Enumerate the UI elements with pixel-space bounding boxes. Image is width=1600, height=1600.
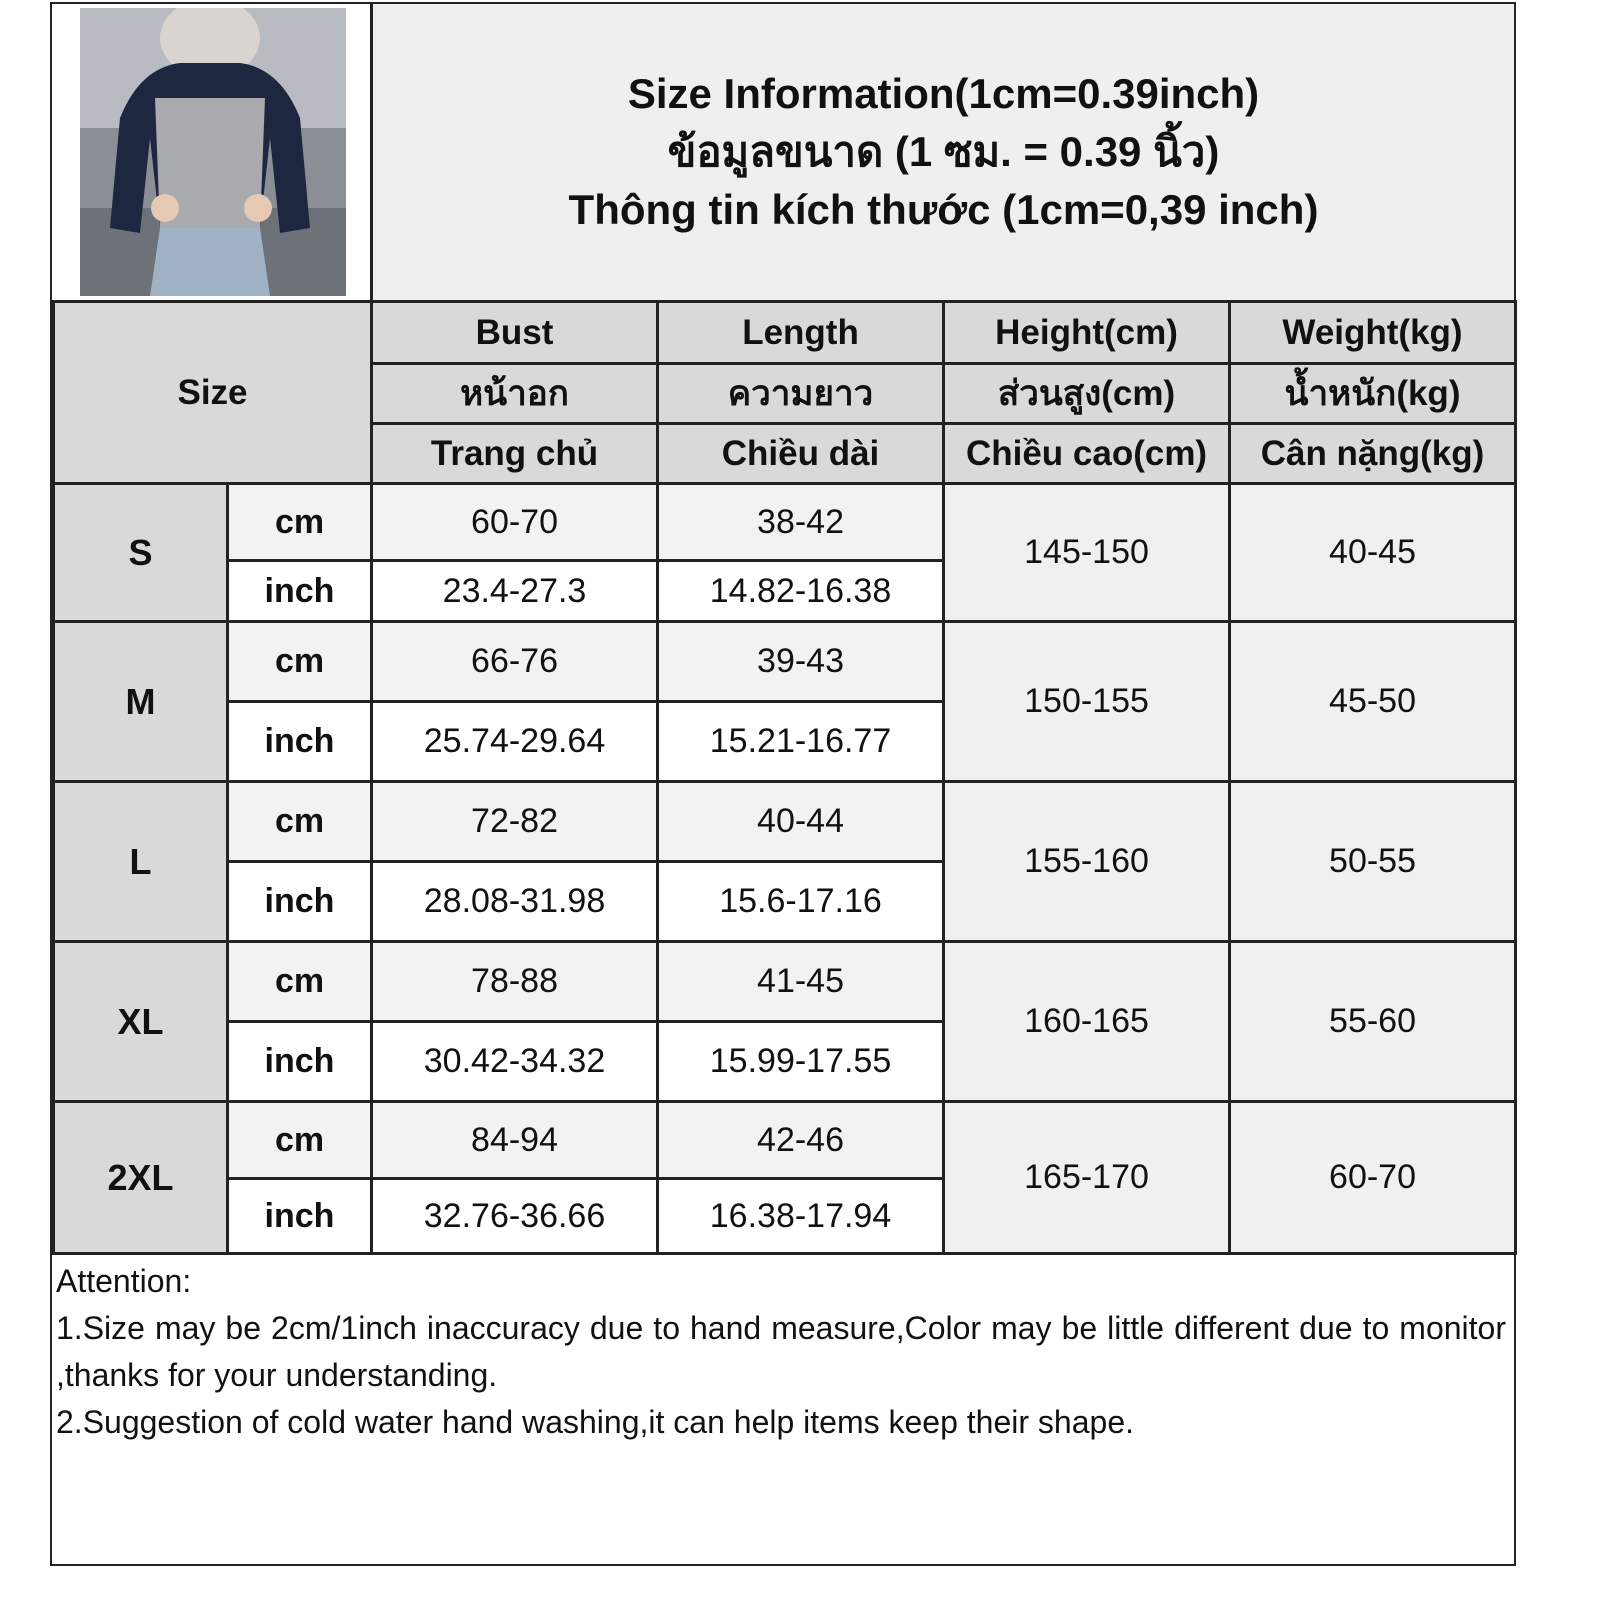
length-inch: 15.6-17.16 [656,860,946,943]
length-cm: 40-44 [656,780,946,863]
header-row-th: หน้าอก ความยาว ส่วนสูง(cm) น้ำหนัก(kg) [54,362,1518,425]
size-label: XL [52,940,229,1103]
size-label: M [52,620,229,783]
table-row-2XL-cm: 2XL cm 84-94 42-46 165-170 60-70 [52,1100,1518,1255]
length-cm: 42-46 [656,1100,946,1180]
size-label: S [52,482,229,623]
bust-cm: 84-94 [370,1100,660,1180]
height-range: 155-160 [942,780,1232,943]
bust-cm: 72-82 [370,780,660,863]
column-header: Height(cm) [942,300,1232,365]
column-header: หน้าอก [370,362,660,425]
weight-range: 60-70 [1228,1100,1518,1255]
length-cm: 41-45 [656,940,946,1023]
table-row-2XL-inch: inch 32.76-36.66 16.38-17.94 [54,1177,1516,1255]
attention-heading: Attention: [56,1263,192,1299]
height-range: 165-170 [942,1100,1232,1255]
size-label: L [52,780,229,943]
length-inch: 15.99-17.55 [656,1020,946,1103]
attention-note-1: 1.Size may be 2cm/1inch inaccuracy due t… [56,1310,1506,1393]
length-cm: 39-43 [656,620,946,703]
unit-label: cm [225,1100,374,1180]
length-inch: 15.21-16.77 [656,700,946,783]
table-row-XL-inch: inch 30.42-34.32 15.99-17.55 [54,1020,1516,1103]
chart-header: Size Information(1cm=0.39inch) ข้อมูลขนา… [52,4,1514,303]
table-row-XL-cm: XL cm 78-88 41-45 160-165 55-60 [52,940,1518,1103]
size-header: Size [51,300,374,485]
column-header: น้ำหนัก(kg) [1228,362,1518,425]
size-table: Size Bust Length Height(cm) Weight(kg) หน้าอก… [51,300,1518,1255]
attention-notes: Attention: 1.Size may be 2cm/1inch inacc… [56,1258,1506,1446]
title-english: Size Information(1cm=0.39inch) [627,70,1260,117]
column-header: Trang chủ [370,422,660,485]
unit-label: inch [225,1020,374,1103]
size-label: 2XL [52,1100,229,1255]
column-header: Chiều cao(cm) [942,422,1232,485]
column-header: Length [656,300,946,365]
bust-inch: 30.42-34.32 [370,1020,660,1103]
length-inch: 16.38-17.94 [656,1177,946,1255]
size-chart: Size Information(1cm=0.39inch) ข้อมูลขนา… [50,2,1518,1566]
unit-label: inch [225,860,374,943]
bust-inch: 23.4-27.3 [370,559,660,623]
weight-range: 55-60 [1228,940,1518,1103]
size-info-title: Size Information(1cm=0.39inch) ข้อมูลขนา… [373,4,1514,300]
unit-label: cm [225,620,374,703]
header-row-en: Size Bust Length Height(cm) Weight(kg) [51,300,1518,485]
column-header: Weight(kg) [1228,300,1518,365]
column-header: Bust [370,300,660,365]
height-range: 145-150 [942,482,1232,623]
title-vietnamese: Thông tin kích thước (1cm=0,39 inch) [568,186,1319,233]
bust-cm: 78-88 [370,940,660,1023]
height-range: 150-155 [942,620,1232,783]
bust-inch: 28.08-31.98 [370,860,660,943]
bust-cm: 60-70 [370,482,660,562]
bust-cm: 66-76 [370,620,660,703]
unit-label: cm [225,482,374,562]
bust-inch: 32.76-36.66 [370,1177,660,1255]
header-row-vi: Trang chủ Chiều dài Chiều cao(cm) Cân nặng(… [54,422,1518,485]
unit-label: inch [225,700,374,783]
attention-note-2: 2.Suggestion of cold water hand washing,… [56,1404,1134,1440]
column-header: Chiều dài [656,422,946,485]
weight-range: 40-45 [1228,482,1518,623]
length-inch: 14.82-16.38 [656,559,946,623]
column-header: ส่วนสูง(cm) [942,362,1232,425]
column-header: Cân nặng(kg) [1228,422,1518,485]
length-cm: 38-42 [656,482,946,562]
title-thai: ข้อมูลขนาด (1 ซม. = 0.39 นิ้ว) [667,128,1220,175]
unit-label: cm [225,780,374,863]
unit-label: inch [225,1177,374,1255]
table-row-L-inch: inch 28.08-31.98 15.6-17.16 [54,860,1516,943]
height-range: 160-165 [942,940,1232,1103]
weight-range: 45-50 [1228,620,1518,783]
table-row-M-inch: inch 25.74-29.64 15.21-16.77 [54,700,1516,783]
model-image [80,8,346,296]
unit-label: inch [225,559,374,623]
table-row-S-inch: inch 23.4-27.3 14.82-16.38 [54,559,1516,623]
bust-inch: 25.74-29.64 [370,700,660,783]
column-header: ความยาว [656,362,946,425]
product-photo [52,4,373,300]
weight-range: 50-55 [1228,780,1518,943]
unit-label: cm [225,940,374,1023]
